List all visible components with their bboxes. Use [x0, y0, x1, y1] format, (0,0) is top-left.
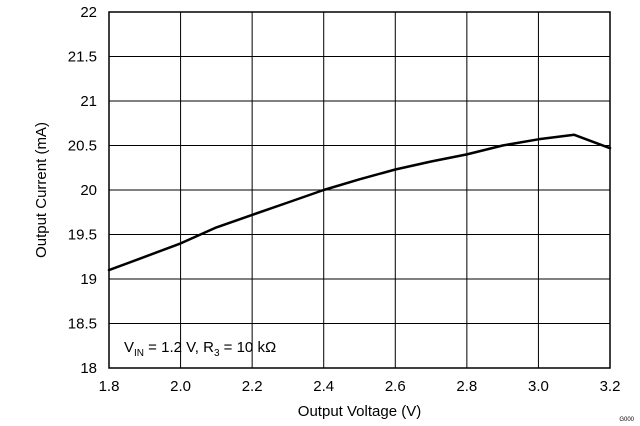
x-tick-label: 3.0 [528, 378, 549, 395]
x-tick-label: 2.8 [456, 378, 477, 395]
x-tick-label: 1.8 [99, 378, 120, 395]
x-tick-label: 2.0 [170, 378, 191, 395]
y-tick-label: 21.5 [68, 49, 97, 66]
y-tick-label: 19 [80, 271, 97, 288]
x-tick-label: 3.2 [600, 378, 621, 395]
x-tick-label: 2.2 [242, 378, 263, 395]
y-tick-label: 20 [80, 182, 97, 199]
y-tick-label: 18.5 [68, 316, 97, 333]
grid-lines [109, 12, 610, 368]
x-tick-label: 2.6 [385, 378, 406, 395]
y-tick-label: 21 [80, 93, 97, 110]
series-line [107, 133, 612, 272]
annotation-v-subscript: IN [134, 348, 144, 359]
x-axis-label: Output Voltage (V) [298, 403, 421, 420]
y-tick-label: 19.5 [68, 227, 97, 244]
series-group [107, 133, 612, 272]
condition-annotation: VIN = 1.2 V, R3 = 10 kΩ [124, 339, 276, 359]
corner-code: G000 [619, 417, 634, 423]
y-tick-label: 22 [80, 4, 97, 21]
y-axis-label: Output Current (mA) [33, 122, 50, 258]
annotation-r-subscript: 3 [214, 348, 220, 359]
y-tick-labels: 18 18.5 19 19.5 20 20.5 21 21.5 22 [68, 4, 97, 377]
y-tick-label: 20.5 [68, 138, 97, 155]
plot-frame [108, 11, 611, 369]
x-tick-label: 2.4 [313, 378, 334, 395]
x-tick-labels: 1.8 2.0 2.2 2.4 2.6 2.8 3.0 3.2 [99, 378, 621, 395]
annotation-v: V [124, 339, 134, 356]
y-tick-label: 18 [80, 360, 97, 377]
annotation-mid: = 1.2 V, R [144, 339, 214, 356]
annotation-tail: = 10 kΩ [220, 339, 277, 356]
